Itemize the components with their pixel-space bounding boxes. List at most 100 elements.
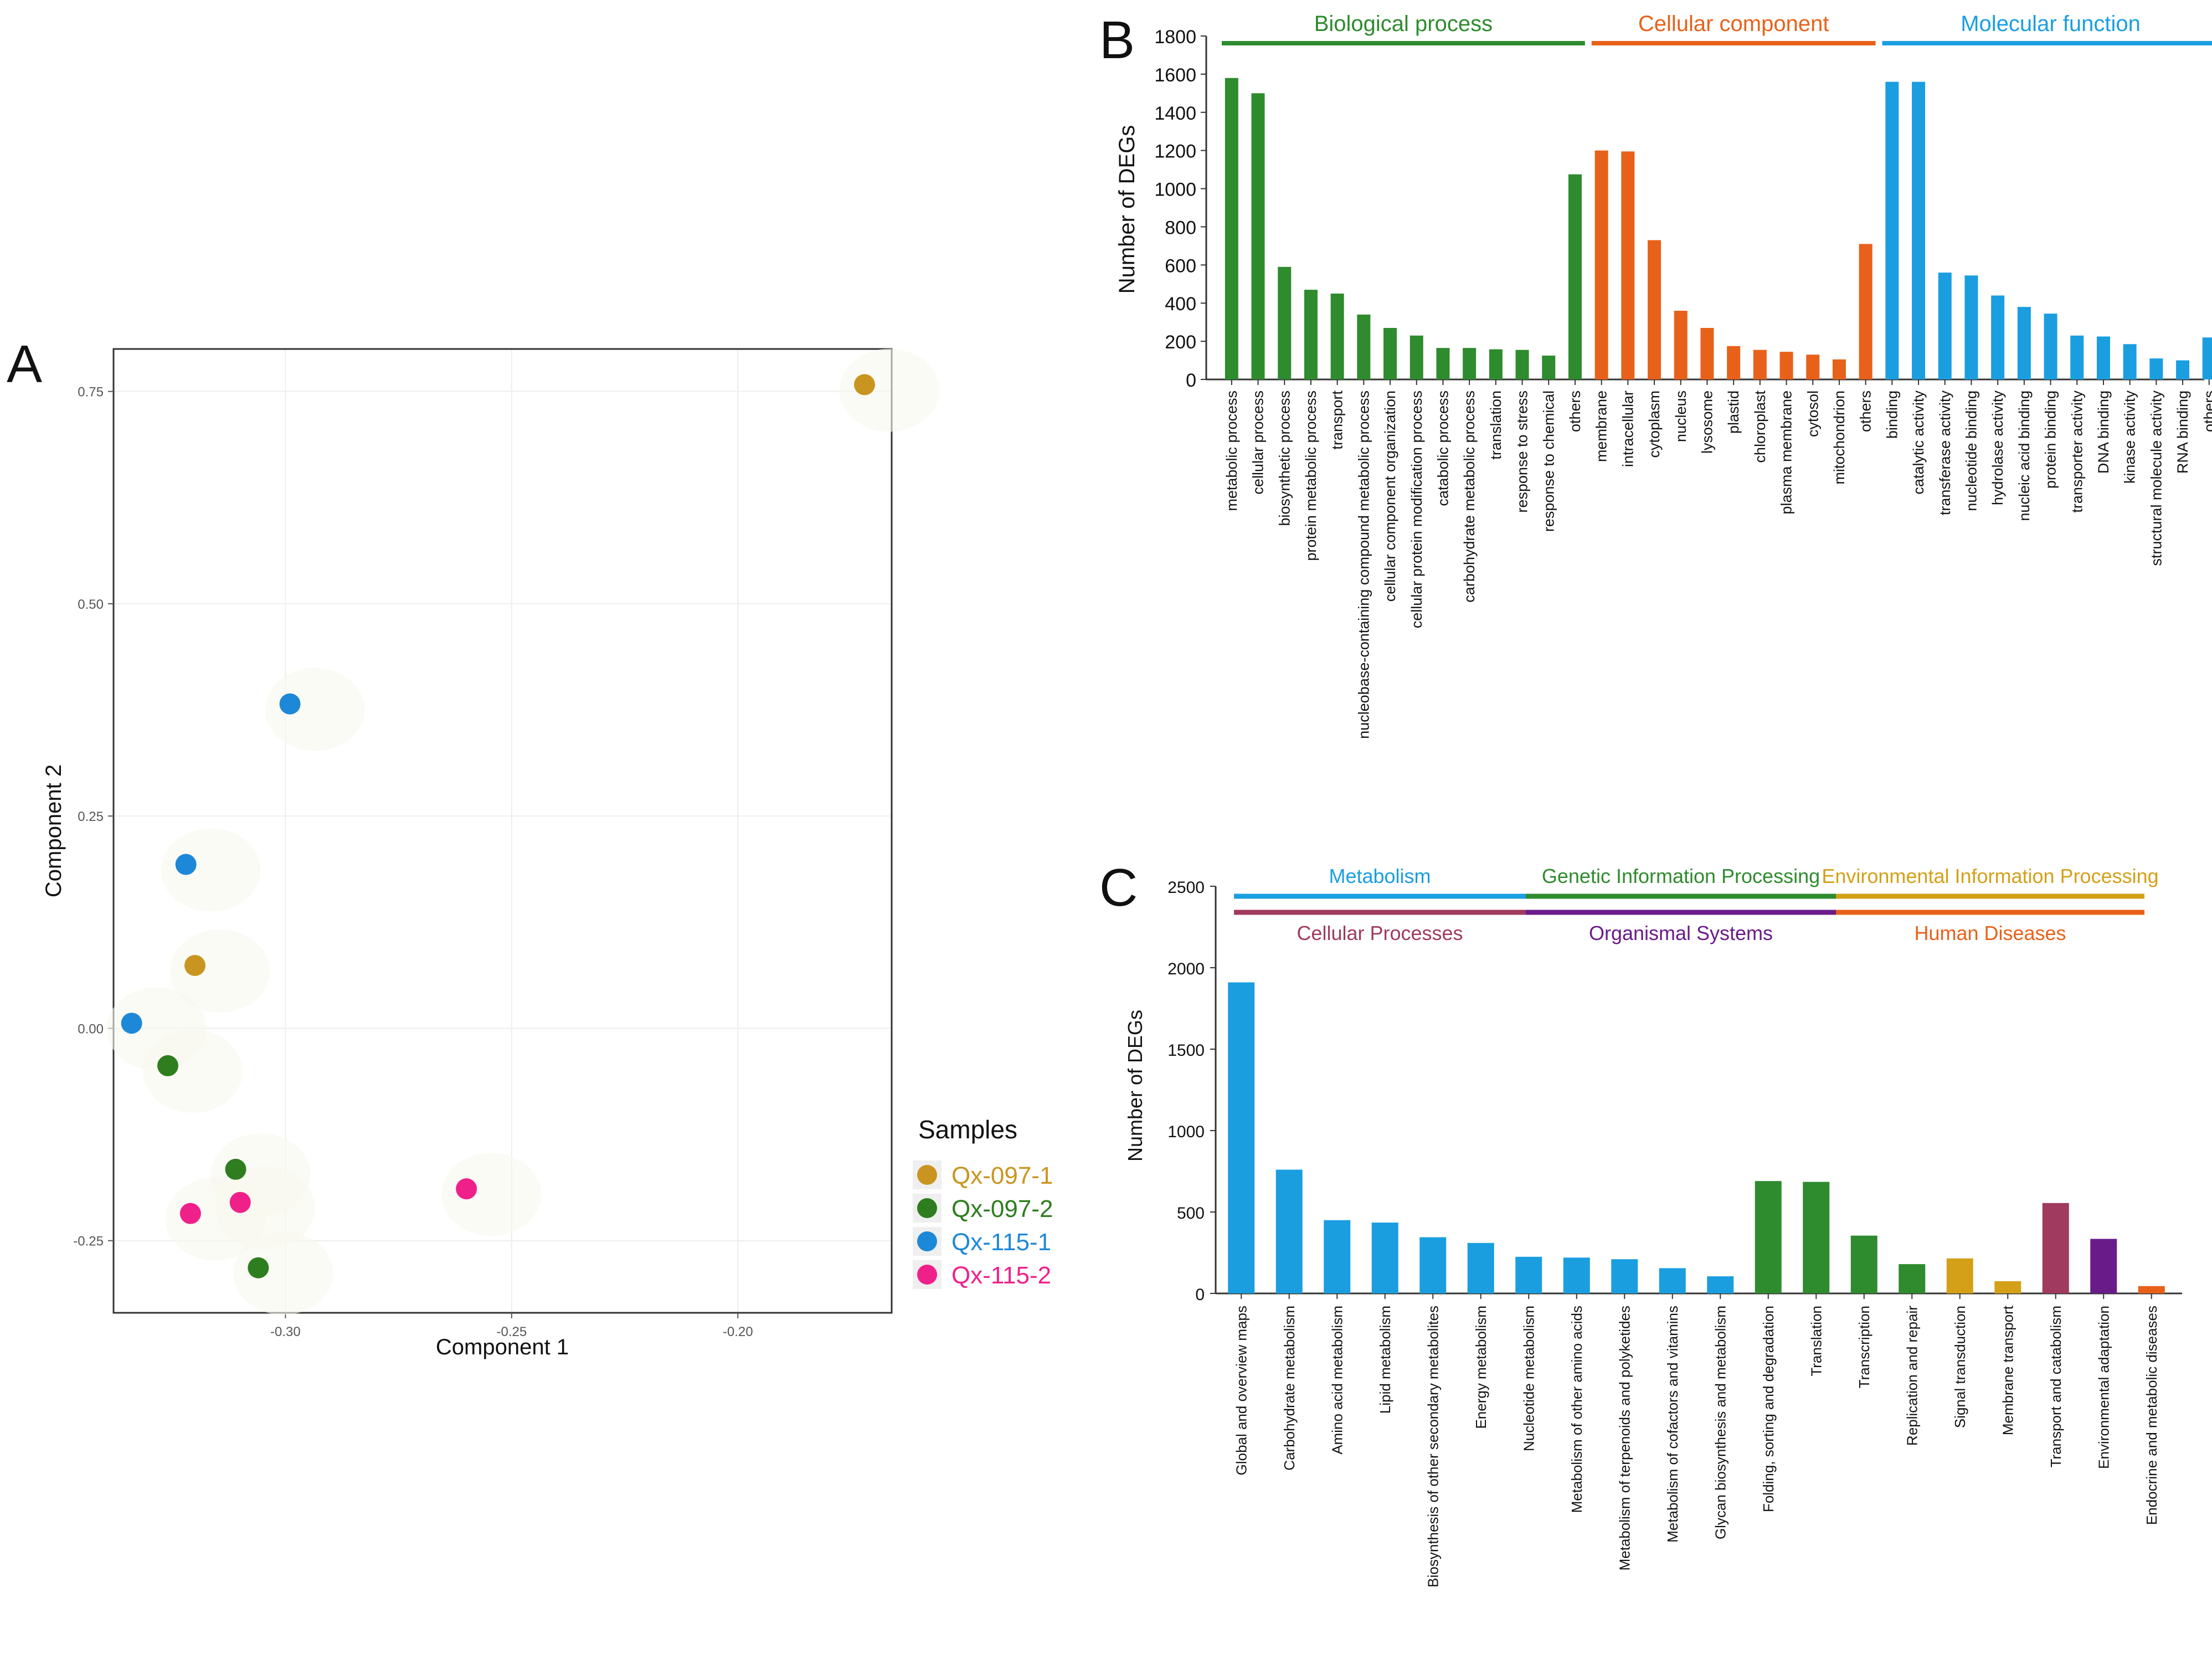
go-category-headers: Biological process Cellular component Mole… [1222, 12, 2212, 45]
go-bar [1674, 311, 1688, 379]
kegg-y-axis-label: Number of DEGs [1124, 1010, 1146, 1162]
go-bar [1912, 81, 1926, 379]
go-bar [1568, 174, 1582, 379]
kegg-x-tick-label: Glycan biosynthesis and metabolism [1712, 1306, 1729, 1539]
kegg-bar [1946, 1258, 1973, 1293]
kegg-bar [1994, 1281, 2021, 1293]
pca-point [157, 1055, 179, 1076]
go-x-tick-label: cytosol [1804, 391, 1821, 437]
kegg-y-tick-label: 500 [1177, 1204, 1205, 1223]
go-x-tick-label: kinase activity [2122, 391, 2138, 484]
go-x-tick-label: plastid [1725, 391, 1742, 434]
go-bar [1859, 244, 1873, 379]
kegg-x-tick-label: Transcription [1856, 1306, 1873, 1388]
pca-point [225, 1158, 246, 1180]
pca-legend-key-dot [917, 1198, 937, 1218]
go-x-tick-label: DNA binding [2095, 391, 2112, 474]
kegg-x-tick-label: Biosynthesis of other secondary metaboli… [1424, 1306, 1441, 1588]
pca-y-tick-label: 0.00 [78, 1021, 104, 1036]
go-bar [1409, 335, 1423, 379]
go-x-tick-label: catalytic activity [1910, 391, 1927, 495]
pca-point-halo [106, 987, 207, 1071]
go-bar [1383, 328, 1397, 379]
go-bar [1225, 78, 1238, 379]
panel-letter-a: A [7, 335, 42, 394]
go-x-tick-label: metabolic process [1223, 391, 1240, 511]
go-x-tick-label: transport [1329, 391, 1346, 450]
go-x-tick-label: cytoplasm [1646, 391, 1663, 458]
go-x-tick-label: lysosome [1699, 391, 1715, 454]
kegg-bar [1324, 1220, 1351, 1293]
go-x-tick-labels: metabolic process cellular process biosynt… [1223, 379, 2212, 739]
go-x-tick-label: structural molecule activity [2148, 391, 2164, 566]
go-y-tick-label: 1400 [1154, 103, 1196, 124]
go-x-tick-label: chloroplast [1752, 391, 1768, 463]
go-bar [1938, 273, 1952, 379]
pca-point [248, 1257, 269, 1278]
pca-point [279, 693, 301, 715]
go-x-tick-label: others [1567, 391, 1583, 432]
go-bar [1542, 355, 1556, 379]
kegg-y-tick-label: 1500 [1167, 1041, 1205, 1060]
go-x-tick-label: nucleic acid binding [2016, 391, 2033, 521]
pca-y-axis-label: Component 2 [42, 764, 66, 897]
go-bar [1251, 93, 1265, 380]
go-bar [1832, 359, 1846, 379]
kegg-bar [2042, 1203, 2069, 1293]
pca-point-halo [233, 1231, 333, 1315]
go-x-tick-label: response to chemical [1540, 391, 1557, 532]
kegg-bar [1275, 1169, 1303, 1293]
pca-legend-key-dot [917, 1165, 937, 1185]
panel-letter-b: B [1099, 11, 1135, 70]
go-y-tick-label: 400 [1165, 294, 1196, 315]
go-bar [2202, 337, 2212, 379]
go-y-tick-label: 800 [1165, 217, 1196, 238]
pca-point [175, 854, 197, 875]
pca-legend-title: Samples [918, 1115, 1017, 1144]
go-bar [1278, 266, 1292, 379]
kegg-bar [1803, 1182, 1830, 1293]
go-bar [1991, 295, 2005, 379]
kegg-bottom-group-label: Organismal Systems [1589, 922, 1773, 944]
go-bar-panel: Biological process Cellular component Mole… [1115, 12, 2212, 739]
kegg-bar [1563, 1257, 1590, 1293]
pca-point [456, 1178, 477, 1200]
go-bar [1753, 350, 1767, 379]
kegg-x-tick-label: Metabolism of terpenoids and polyketides [1616, 1306, 1633, 1570]
go-bar [1357, 314, 1371, 379]
go-bar [2176, 360, 2190, 379]
kegg-x-tick-label: Transport and catabolism [2048, 1306, 2064, 1467]
go-y-tick-label: 1200 [1154, 141, 1196, 162]
kegg-x-tick-label: Energy metabolism [1473, 1306, 1489, 1429]
go-group-label: Biological process [1314, 12, 1493, 36]
go-x-tick-label: transporter activity [2069, 391, 2085, 513]
go-bar [1594, 150, 1608, 379]
pca-point [853, 374, 875, 396]
kegg-bar-panel: Metabolism Genetic Information Processing… [1124, 865, 2182, 1588]
kegg-x-tick-label: Membrane transport [1999, 1305, 2016, 1435]
go-bar [2044, 314, 2057, 379]
pca-point-halo [161, 828, 261, 912]
go-x-tick-label: transferase activity [1937, 391, 1953, 516]
pca-legend: Samples Qx-097-1 Qx-097-2 Qx-115-1 Qx-115-2 [913, 1115, 1053, 1289]
kegg-bar [1515, 1256, 1542, 1293]
kegg-x-tick-label: Signal transduction [1952, 1306, 1968, 1428]
pca-y-tick-label: -0.25 [73, 1234, 104, 1249]
kegg-bar [2090, 1239, 2117, 1293]
kegg-bar [1467, 1242, 1494, 1293]
go-bar [2017, 307, 2031, 379]
go-bar [1489, 349, 1503, 379]
kegg-category-headers: Metabolism Genetic Information Processing… [1234, 865, 2159, 944]
go-x-tick-label: protein binding [2043, 391, 2059, 489]
kegg-x-tick-label: Carbohydrate metabolism [1281, 1306, 1298, 1471]
go-bar [1727, 346, 1741, 379]
go-x-tick-label: response to stress [1514, 391, 1531, 513]
kegg-bar [1659, 1268, 1686, 1293]
pca-legend-label: Qx-097-1 [951, 1162, 1053, 1189]
go-bar [1964, 275, 1978, 379]
pca-point-halo [441, 1153, 542, 1236]
kegg-bar [1707, 1276, 1734, 1293]
go-x-tick-label: others [2201, 391, 2212, 432]
